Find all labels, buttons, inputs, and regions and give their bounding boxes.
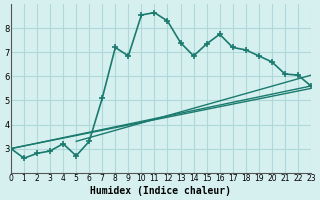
X-axis label: Humidex (Indice chaleur): Humidex (Indice chaleur) [91,186,231,196]
